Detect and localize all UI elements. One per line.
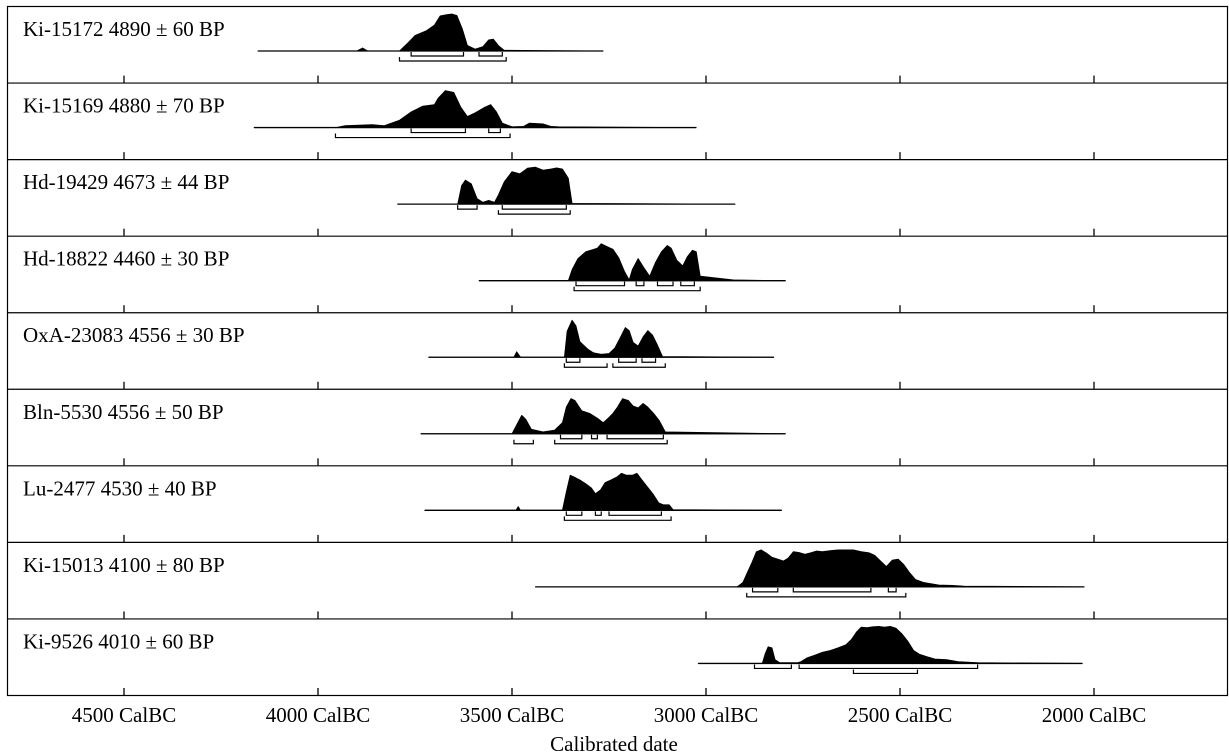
range-bracket-68 bbox=[590, 434, 598, 440]
probability-distribution bbox=[420, 398, 786, 435]
x-tick-label: 3000 CalBC bbox=[654, 703, 758, 727]
sample-panel: Ki-15172 4890 ± 60 BP bbox=[23, 13, 1095, 83]
probability-distribution bbox=[697, 626, 1083, 664]
range-bracket-95 bbox=[334, 133, 511, 139]
range-bracket-95 bbox=[497, 210, 571, 215]
sample-panel: Bln-5530 4556 ± 50 BP bbox=[7, 388, 1228, 466]
sample-label: Ki-15172 4890 ± 60 BP bbox=[23, 17, 225, 41]
sample-label: Lu-2477 4530 ± 40 BP bbox=[23, 476, 217, 500]
range-bracket-68 bbox=[606, 434, 664, 440]
range-bracket-95 bbox=[573, 286, 701, 292]
x-tick-label: 2500 CalBC bbox=[848, 703, 952, 727]
range-bracket-95 bbox=[612, 363, 666, 368]
range-bracket-68 bbox=[478, 52, 503, 57]
x-axis-title: Calibrated date bbox=[550, 732, 678, 754]
sample-panel: Ki-15169 4880 ± 70 BP bbox=[7, 82, 1228, 160]
probability-distribution bbox=[424, 472, 783, 511]
probability-distribution bbox=[253, 90, 697, 128]
range-bracket-95 bbox=[513, 439, 534, 445]
sample-label: Hd-18822 4460 ± 30 BP bbox=[23, 247, 229, 271]
range-bracket-68 bbox=[565, 511, 583, 516]
range-bracket-95 bbox=[746, 592, 907, 598]
sample-label: Hd-19429 4673 ± 44 BP bbox=[23, 170, 229, 194]
range-bracket-95 bbox=[563, 516, 672, 521]
sample-panel: Hd-18822 4460 ± 30 BP bbox=[7, 235, 1228, 313]
range-bracket-68 bbox=[488, 128, 501, 134]
sample-label: OxA-23083 4556 ± 30 BP bbox=[23, 323, 245, 347]
sample-label: Bln-5530 4556 ± 50 BP bbox=[23, 400, 224, 424]
range-bracket-68 bbox=[608, 511, 662, 516]
range-bracket-68 bbox=[641, 358, 657, 363]
range-bracket-68 bbox=[559, 434, 583, 440]
range-bracket-68 bbox=[594, 511, 602, 516]
sample-panel: OxA-23083 4556 ± 30 BP bbox=[7, 312, 1228, 389]
range-bracket-68 bbox=[501, 205, 567, 210]
probability-distribution bbox=[257, 13, 604, 52]
range-bracket-95 bbox=[554, 439, 668, 445]
probability-distribution bbox=[428, 319, 775, 358]
range-bracket-68 bbox=[565, 358, 581, 363]
range-bracket-68 bbox=[798, 664, 979, 670]
probability-distribution bbox=[478, 243, 786, 282]
x-tick-label: 4000 CalBC bbox=[266, 703, 370, 727]
range-bracket-68 bbox=[751, 587, 779, 593]
sample-panel: Ki-9526 4010 ± 60 BP bbox=[7, 618, 1228, 695]
range-bracket-68 bbox=[656, 281, 674, 287]
range-bracket-95 bbox=[398, 57, 507, 62]
x-tick-label: 2000 CalBC bbox=[1042, 703, 1146, 727]
sample-panel: Lu-2477 4530 ± 40 BP bbox=[7, 465, 1228, 542]
chart-frame bbox=[6, 5, 1229, 697]
probability-distribution bbox=[397, 166, 736, 205]
x-tick-label: 4500 CalBC bbox=[72, 703, 176, 727]
range-bracket-68 bbox=[410, 128, 467, 134]
sample-label: Ki-15169 4880 ± 70 BP bbox=[23, 94, 225, 118]
sample-panel: Hd-19429 4673 ± 44 BP bbox=[7, 159, 1228, 236]
sample-label: Ki-15013 4100 ± 80 BP bbox=[23, 553, 225, 577]
range-bracket-95 bbox=[563, 363, 608, 368]
range-bracket-95 bbox=[852, 669, 919, 675]
sample-panel: Ki-15013 4100 ± 80 BP bbox=[7, 541, 1228, 619]
range-bracket-68 bbox=[457, 205, 478, 210]
x-tick-label: 3500 CalBC bbox=[460, 703, 564, 727]
range-bracket-68 bbox=[635, 281, 645, 287]
range-bracket-68 bbox=[680, 281, 695, 287]
range-bracket-68 bbox=[410, 52, 465, 57]
range-bracket-68 bbox=[575, 281, 626, 287]
range-bracket-68 bbox=[887, 587, 897, 593]
range-bracket-68 bbox=[792, 587, 872, 593]
sample-label: Ki-9526 4010 ± 60 BP bbox=[23, 629, 214, 653]
range-bracket-68 bbox=[618, 358, 637, 363]
probability-distribution bbox=[534, 549, 1085, 588]
range-bracket-68 bbox=[753, 664, 792, 670]
